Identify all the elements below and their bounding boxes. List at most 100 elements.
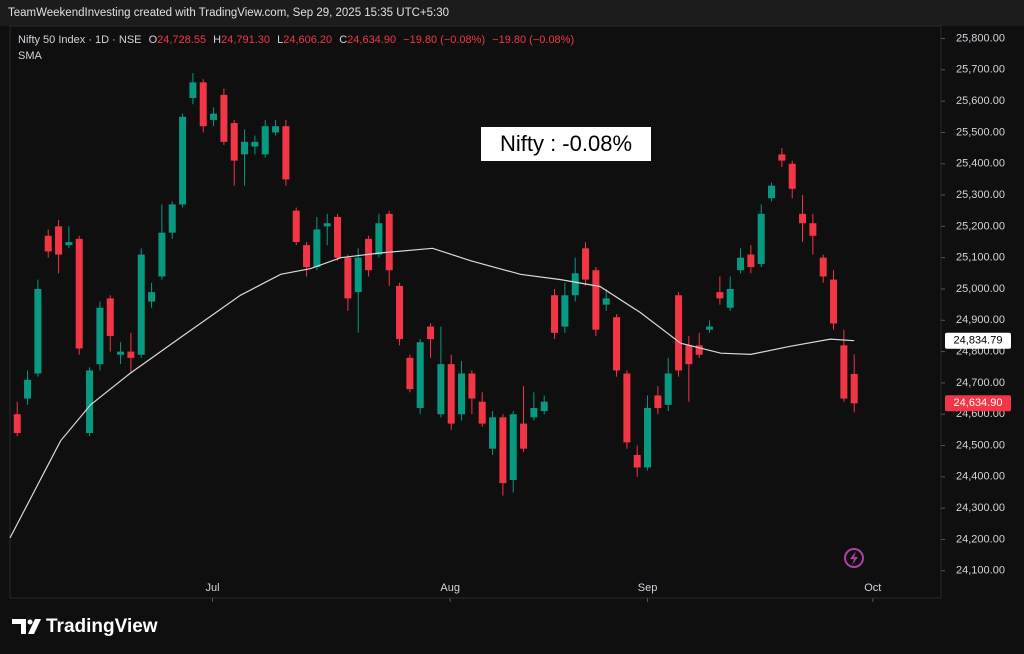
alert-icon <box>844 548 864 568</box>
x-tick-label: Jul <box>205 582 219 594</box>
y-tick-label: 25,700.00 <box>956 64 1005 76</box>
candle-body <box>489 417 497 449</box>
y-tick-label: 24,300.00 <box>956 502 1005 514</box>
candle-body <box>571 273 579 296</box>
legend-high: 24,791.30 <box>221 34 270 46</box>
candle-body <box>819 257 827 277</box>
candle-body <box>778 154 786 161</box>
candle-body <box>478 401 486 424</box>
candle-body <box>520 423 528 449</box>
y-tick-label: 24,900.00 <box>956 314 1005 326</box>
y-tick-label: 25,800.00 <box>956 32 1005 44</box>
candle-body <box>613 317 621 371</box>
candle-body <box>168 204 176 233</box>
candle-body <box>664 373 672 405</box>
legend-indicator: SMA <box>18 50 43 62</box>
plot-area <box>9 25 942 599</box>
y-tick-label: 24,100.00 <box>956 565 1005 577</box>
candle-body <box>830 279 838 324</box>
candle-body <box>716 292 724 299</box>
candle-body <box>840 345 848 399</box>
candle-body <box>602 298 610 305</box>
x-tick-label: Aug <box>440 582 460 594</box>
candle-body <box>406 357 414 390</box>
y-tick-label: 24,400.00 <box>956 471 1005 483</box>
y-tick-label: 25,000.00 <box>956 283 1005 295</box>
header: TeamWeekendInvesting created with Tradin… <box>8 7 449 19</box>
candle-body <box>282 126 290 180</box>
candle-body <box>127 351 135 358</box>
candle-body <box>86 370 94 434</box>
candle-body <box>582 248 590 280</box>
legend-low: 24,606.20 <box>283 34 332 46</box>
sma-line <box>9 247 855 539</box>
legend-close: 24,634.90 <box>347 34 396 46</box>
candle-body <box>13 414 21 434</box>
annotation-box <box>481 127 651 161</box>
x-tick-label: Sep <box>638 582 658 594</box>
candle-body <box>148 292 156 302</box>
candle-body <box>644 407 652 468</box>
candle-body <box>272 126 280 133</box>
candle-body <box>158 232 166 277</box>
header-bar <box>0 0 1024 26</box>
legend-change: −19.80 (−0.08%) <box>403 34 485 46</box>
candle-body <box>137 254 145 355</box>
candle-body <box>189 82 197 99</box>
candle-body <box>675 295 683 371</box>
price-label-box <box>945 332 1011 349</box>
candle-body <box>623 373 631 443</box>
candle-body <box>220 94 228 142</box>
y-tick-label: 25,400.00 <box>956 158 1005 170</box>
candle-body <box>261 126 269 155</box>
y-tick-label: 25,300.00 <box>956 189 1005 201</box>
candle-body <box>199 82 207 127</box>
legend-h: H <box>213 34 221 46</box>
y-tick-label: 24,200.00 <box>956 533 1005 545</box>
candle-body <box>726 288 734 308</box>
candle-body <box>592 270 600 330</box>
legend-symbol: Nifty 50 Index · 1D · NSE <box>18 34 142 46</box>
candle-body <box>850 373 858 404</box>
candle-body <box>323 223 331 227</box>
candle-body <box>396 285 404 340</box>
footer: TradingView <box>46 616 158 637</box>
candle-body <box>799 213 807 224</box>
y-tick-label: 25,600.00 <box>956 95 1005 107</box>
candle-body <box>251 141 259 147</box>
annotation: Nifty : -0.08% <box>500 131 632 156</box>
candle-body <box>106 298 114 336</box>
candle-body <box>117 351 125 355</box>
candle-body <box>458 373 466 415</box>
candle-body <box>313 229 321 268</box>
candle-body <box>75 238 83 349</box>
candle-body <box>809 223 817 236</box>
candle-body <box>230 123 238 161</box>
legend-open: 24,728.55 <box>157 34 206 46</box>
legend-change: −19.80 (−0.08%) <box>492 34 574 46</box>
candle-body <box>768 185 776 199</box>
candle-body <box>34 288 42 374</box>
candle-body <box>757 213 765 264</box>
candle-body <box>334 216 342 258</box>
y-tick-label: 25,100.00 <box>956 252 1005 264</box>
footer-logo <box>12 619 41 634</box>
candle-body <box>344 257 352 299</box>
candle-body <box>685 345 693 365</box>
legend-o: O <box>149 34 158 46</box>
candle-body <box>737 257 745 271</box>
candle-body <box>509 414 517 480</box>
candle-body <box>695 345 703 355</box>
candle-body <box>416 342 424 408</box>
candle-body <box>437 364 445 415</box>
candle-body <box>303 245 311 268</box>
candle-body <box>427 326 435 340</box>
candle-body <box>530 407 538 418</box>
legend-l: L <box>277 34 283 46</box>
price-label: 24,634.90 <box>954 397 1003 409</box>
price-label-box <box>945 395 1011 412</box>
candle-body <box>633 454 641 468</box>
candle-body <box>468 373 476 399</box>
legend-c: C <box>339 34 347 46</box>
